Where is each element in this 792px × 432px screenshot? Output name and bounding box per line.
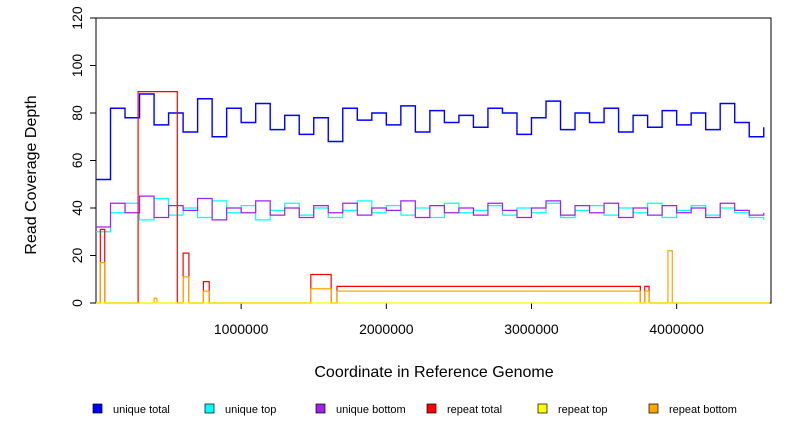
- legend-label: unique bottom: [336, 404, 406, 416]
- y-tick-label: 120: [69, 6, 85, 30]
- legend-label: repeat top: [558, 404, 608, 416]
- legend-swatch: [315, 403, 326, 414]
- legend-item: unique bottom: [315, 403, 406, 416]
- legend-swatch: [648, 403, 659, 414]
- plot-frame: [95, 17, 772, 304]
- x-tick-label: 4000000: [649, 321, 704, 337]
- legend-swatch: [92, 403, 103, 414]
- series-line-unique-bottom: [96, 195, 765, 228]
- legend: unique total unique top unique bottom repea…: [92, 403, 737, 416]
- series-group: [96, 91, 770, 304]
- y-tick-label: 60: [69, 153, 85, 169]
- legend-item: unique top: [204, 403, 276, 416]
- legend-item: repeat bottom: [648, 403, 737, 416]
- y-tick-label: 40: [69, 200, 85, 216]
- legend-item: repeat top: [537, 403, 608, 416]
- y-tick-label: 100: [69, 54, 85, 78]
- legend-label: repeat total: [447, 404, 502, 416]
- legend-swatch: [204, 403, 215, 414]
- x-axis-label: Coordinate in Reference Genome: [314, 364, 553, 381]
- y-axis-label: Read Coverage Depth: [23, 95, 40, 254]
- legend-swatch: [537, 403, 548, 414]
- legend-item: unique total: [92, 403, 170, 416]
- series-line-unique-total: [96, 93, 765, 181]
- x-tick-label: 2000000: [359, 321, 414, 337]
- series-line-repeat-bottom: [96, 250, 770, 304]
- x-tick-label: 3000000: [504, 321, 559, 337]
- y-tick-label: 80: [69, 105, 85, 121]
- legend-label: unique top: [225, 404, 276, 416]
- y-axis: 0 20 40 60 80 100 120: [69, 6, 97, 307]
- y-tick-label: 0: [69, 299, 85, 307]
- x-axis: 1000000 2000000 3000000 4000000: [214, 303, 704, 337]
- legend-swatch: [426, 403, 437, 414]
- legend-item: repeat total: [426, 403, 502, 416]
- legend-label: unique total: [113, 404, 170, 416]
- legend-label: repeat bottom: [669, 404, 737, 416]
- y-tick-label: 20: [69, 248, 85, 264]
- x-tick-label: 1000000: [214, 321, 269, 337]
